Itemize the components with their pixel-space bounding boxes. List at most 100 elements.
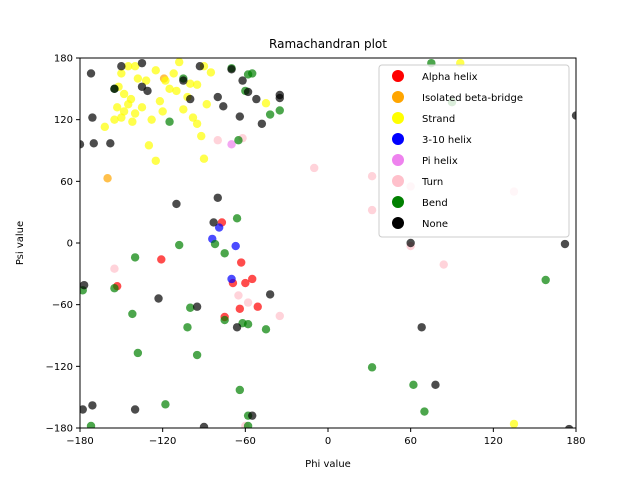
series-none	[80, 58, 576, 428]
y-tick-label: 60	[60, 177, 73, 188]
data-point	[253, 302, 262, 311]
data-point	[144, 141, 154, 150]
data-point	[310, 163, 319, 173]
data-point	[195, 62, 205, 71]
data-point	[265, 290, 275, 299]
data-point	[235, 304, 245, 313]
data-point	[130, 62, 140, 71]
legend-marker	[392, 70, 404, 82]
y-tick-label: −60	[52, 300, 73, 311]
data-point	[86, 421, 96, 428]
legend-marker	[392, 196, 404, 208]
data-point	[165, 84, 174, 94]
data-point	[367, 363, 377, 372]
data-point	[367, 171, 377, 181]
data-point	[241, 278, 250, 288]
data-point	[175, 58, 184, 67]
data-point	[243, 421, 253, 428]
y-tick-label: 120	[54, 115, 73, 126]
data-point	[243, 319, 253, 329]
x-tick-label: −60	[235, 436, 256, 447]
data-point	[232, 214, 242, 223]
data-point	[248, 69, 257, 78]
data-point	[275, 311, 284, 321]
data-point	[192, 119, 202, 128]
data-point	[88, 113, 97, 122]
data-point	[100, 122, 110, 132]
data-point	[231, 241, 240, 251]
legend-marker	[392, 175, 404, 187]
data-point	[110, 84, 119, 94]
data-point	[209, 218, 218, 227]
legend: Alpha helix Isolated beta-bridge Strand 3-1…	[378, 64, 570, 238]
data-point	[130, 253, 140, 262]
data-point	[151, 66, 160, 75]
series-strand	[100, 58, 519, 428]
data-point	[172, 86, 181, 96]
data-point	[158, 107, 167, 116]
data-point	[110, 264, 119, 273]
y-axis-label: Psi value	[15, 221, 26, 265]
data-point	[192, 302, 202, 311]
data-point	[186, 79, 195, 88]
data-point	[367, 205, 377, 215]
y-tick-label: 0	[67, 239, 73, 250]
data-point	[234, 136, 243, 145]
data-point	[117, 62, 126, 71]
data-point	[431, 380, 440, 390]
legend-marker	[392, 217, 404, 229]
data-point	[261, 99, 271, 108]
data-point	[89, 139, 98, 148]
legend-box	[378, 64, 570, 238]
data-point	[80, 140, 85, 149]
data-point	[161, 400, 170, 409]
data-point	[155, 96, 165, 106]
data-point	[417, 323, 426, 332]
data-point	[409, 380, 418, 390]
data-point	[243, 87, 253, 97]
data-point	[161, 76, 170, 85]
data-point	[110, 284, 119, 293]
legend-label: Pi helix	[422, 156, 458, 167]
data-point	[130, 405, 140, 414]
x-tick-label: −120	[149, 436, 176, 447]
data-point	[119, 107, 129, 116]
data-point	[227, 274, 236, 284]
data-point	[186, 94, 195, 104]
data-point	[235, 112, 245, 121]
legend-label: 3-10 helix	[422, 135, 472, 146]
data-point	[202, 100, 211, 109]
data-point	[192, 350, 202, 360]
data-point	[213, 92, 222, 102]
x-tick-label: 0	[325, 436, 331, 447]
data-point	[232, 323, 242, 332]
x-tick-label: 180	[566, 436, 585, 447]
legend-label: Turn	[421, 177, 443, 188]
legend-label: Isolated beta-bridge	[422, 93, 523, 104]
data-point	[220, 315, 229, 325]
series-pi-helix	[227, 140, 236, 149]
chart-title: Ramachandran plot	[269, 37, 387, 51]
y-tick-label: −180	[46, 424, 73, 435]
data-point	[147, 115, 156, 124]
data-point	[235, 385, 245, 395]
data-point	[179, 76, 188, 85]
legend-marker	[392, 112, 404, 124]
data-point	[560, 239, 570, 249]
legend-label: None	[422, 219, 448, 230]
data-point	[110, 115, 119, 124]
legend-label: Bend	[422, 198, 448, 209]
data-point	[238, 76, 247, 85]
data-point	[88, 401, 97, 410]
data-point	[197, 131, 206, 141]
data-point	[151, 156, 160, 165]
data-point	[113, 103, 122, 112]
data-point	[509, 419, 519, 428]
data-point	[227, 140, 236, 149]
data-point	[213, 136, 222, 145]
data-point	[80, 405, 87, 414]
data-point	[541, 275, 550, 285]
legend-marker	[392, 133, 404, 145]
data-point	[188, 113, 198, 122]
